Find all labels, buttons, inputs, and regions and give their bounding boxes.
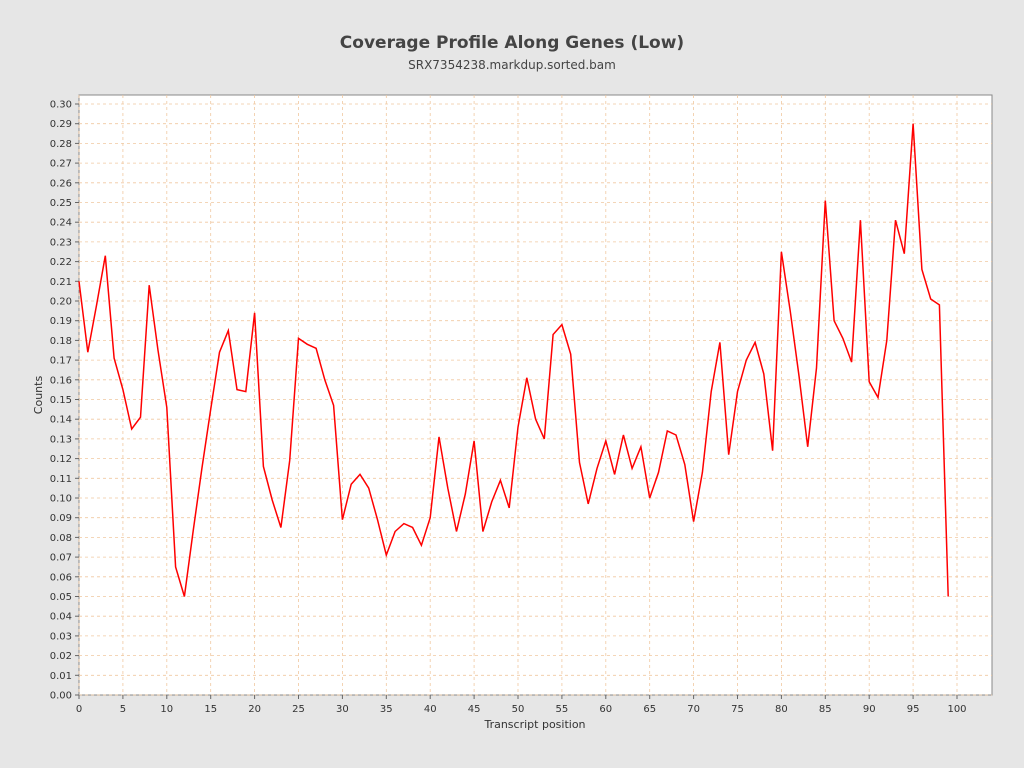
plot-area — [78, 94, 993, 696]
y-tick-label: 0.23 — [50, 237, 72, 248]
x-tick-label: 35 — [380, 704, 393, 715]
y-tick-label: 0.15 — [50, 395, 72, 406]
x-tick-label: 70 — [687, 704, 700, 715]
y-tick-label: 0.02 — [50, 651, 72, 662]
x-tick-label: 65 — [643, 704, 656, 715]
x-tick-label: 95 — [907, 704, 920, 715]
y-tick-label: 0.08 — [50, 533, 72, 544]
x-tick-label: 0 — [76, 704, 82, 715]
y-tick-label: 0.24 — [50, 218, 72, 229]
x-tick-label: 50 — [512, 704, 525, 715]
x-tick-label: 90 — [863, 704, 876, 715]
y-tick-label: 0.10 — [50, 494, 72, 505]
x-tick-label: 60 — [599, 704, 612, 715]
grid-lines — [78, 95, 992, 696]
x-tick-label: 10 — [160, 704, 173, 715]
y-tick-label: 0.20 — [50, 297, 72, 308]
data-points — [78, 123, 949, 597]
y-axis: 0.00 0.01 0.02 0.03 0.04 0.05 0.06 0.07 0.08 0.09… — [50, 100, 79, 702]
x-tick-label: 80 — [775, 704, 788, 715]
y-tick-label: 0.27 — [50, 159, 72, 170]
y-tick-label: 0.28 — [50, 139, 72, 150]
y-tick-label: 0.18 — [50, 336, 72, 347]
x-tick-label: 5 — [120, 704, 126, 715]
y-tick-label: 0.09 — [50, 513, 72, 524]
y-tick-label: 0.17 — [50, 356, 72, 367]
x-tick-label: 40 — [424, 704, 437, 715]
y-tick-label: 0.13 — [50, 434, 72, 445]
x-axis: 0 5 10 15 20 25 30 35 40 45 50 55 60 65 70 75 80 85 90 95 10… — [76, 695, 967, 715]
x-tick-label: 75 — [731, 704, 744, 715]
y-tick-label: 0.19 — [50, 316, 72, 327]
x-tick-label: 15 — [204, 704, 217, 715]
y-tick-label: 0.14 — [50, 415, 72, 426]
y-tick-label: 0.16 — [50, 375, 72, 386]
chart-subtitle: SRX7354238.markdup.sorted.bam — [408, 58, 616, 72]
y-tick-label: 0.21 — [50, 277, 72, 288]
y-tick-label: 0.04 — [50, 612, 72, 623]
x-tick-label: 55 — [556, 704, 569, 715]
y-tick-label: 0.06 — [50, 572, 72, 583]
y-tick-label: 0.05 — [50, 592, 72, 603]
x-tick-label: 20 — [248, 704, 261, 715]
y-tick-label: 0.12 — [50, 454, 72, 465]
chart-title: Coverage Profile Along Genes (Low) — [340, 33, 684, 53]
y-tick-label: 0.07 — [50, 553, 72, 564]
y-tick-label: 0.22 — [50, 257, 72, 268]
y-tick-label: 0.00 — [50, 691, 72, 702]
y-tick-label: 0.26 — [50, 178, 72, 189]
y-tick-label: 0.30 — [50, 100, 72, 111]
y-tick-label: 0.11 — [50, 474, 72, 485]
y-axis-label: Counts — [32, 376, 45, 415]
y-tick-label: 0.25 — [50, 198, 72, 209]
x-tick-label: 85 — [819, 704, 832, 715]
y-tick-label: 0.03 — [50, 631, 72, 642]
x-axis-label: Transcript position — [483, 718, 585, 731]
x-tick-label: 25 — [292, 704, 305, 715]
x-tick-label: 45 — [468, 704, 481, 715]
x-tick-label: 30 — [336, 704, 349, 715]
series-line-coverage — [78, 123, 949, 597]
x-tick-label: 100 — [947, 704, 966, 715]
y-tick-label: 0.01 — [50, 671, 72, 682]
y-tick-label: 0.29 — [50, 119, 72, 130]
